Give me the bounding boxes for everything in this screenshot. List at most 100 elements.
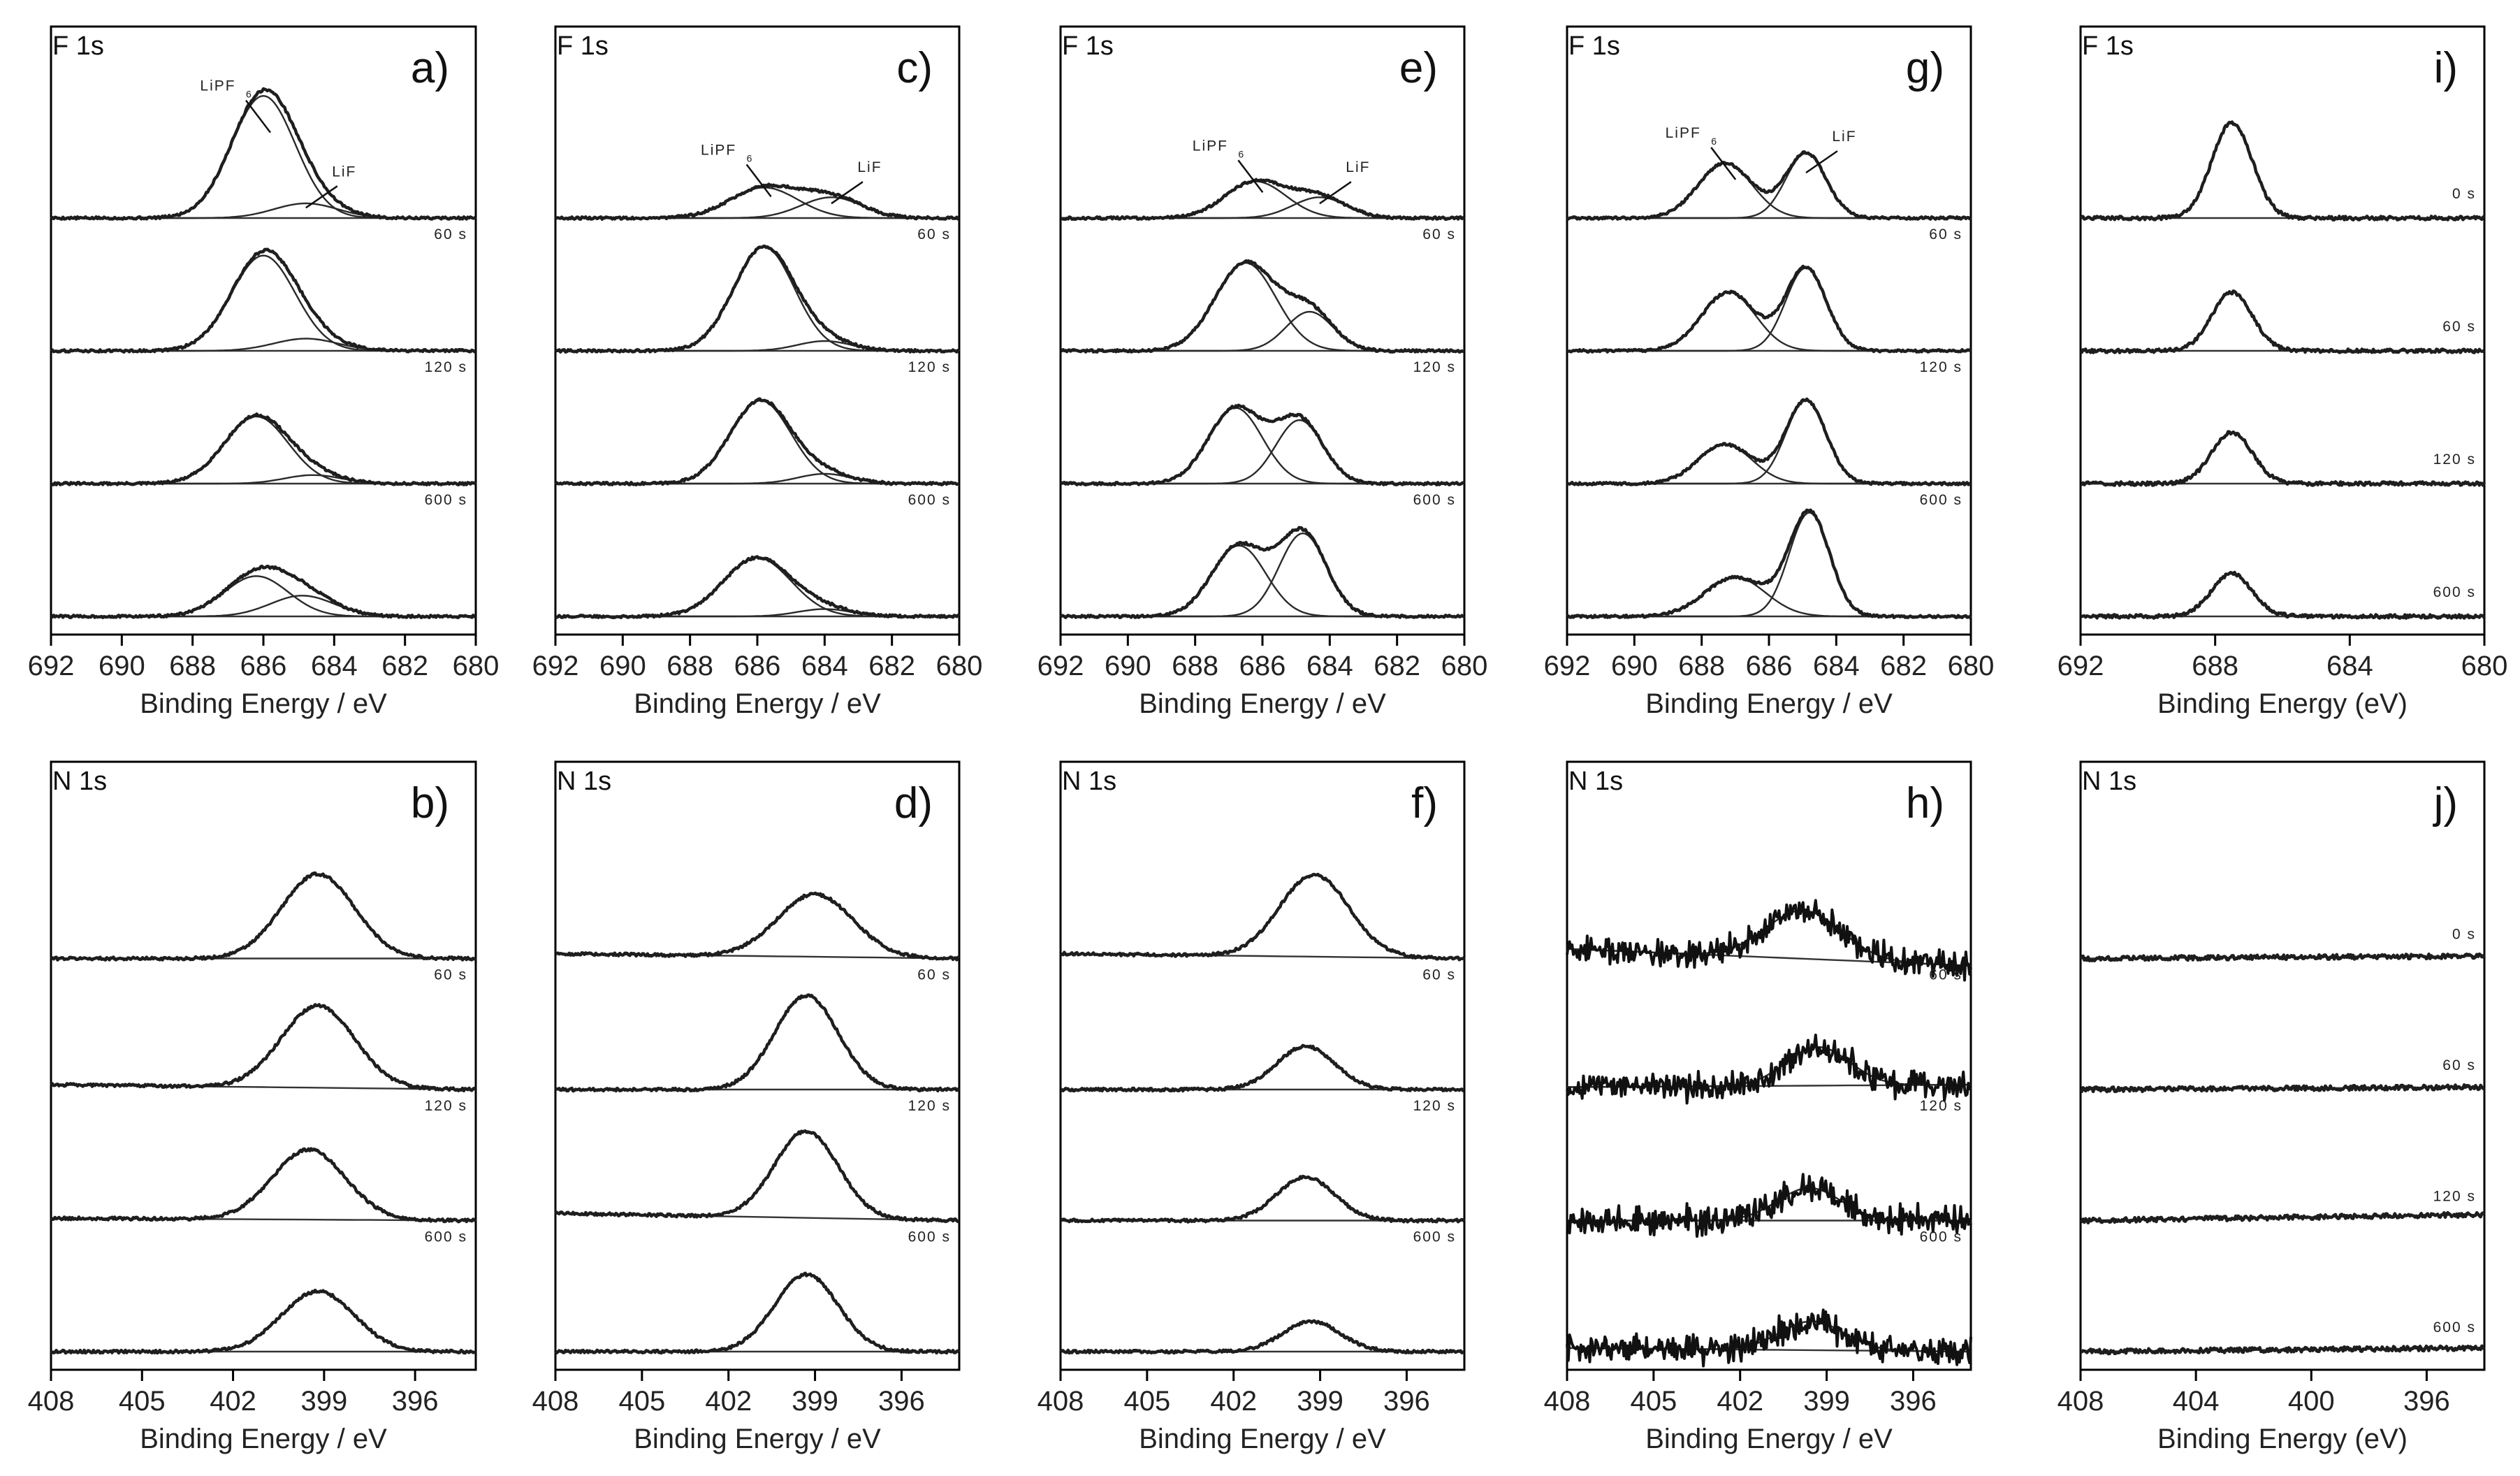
fit-envelope xyxy=(555,994,959,1091)
time-label: 120 s xyxy=(2433,1189,2476,1205)
fit-envelope xyxy=(555,245,959,352)
spectrum-line xyxy=(554,1271,961,1355)
panel-frame xyxy=(1566,760,1972,1371)
time-label: 60 s xyxy=(434,967,467,983)
fit-envelope xyxy=(1061,528,1464,618)
panel-letter: c) xyxy=(896,44,933,92)
panel-letter: j) xyxy=(2433,779,2458,827)
x-tick-label: 405 xyxy=(1630,1386,1677,1417)
x-axis-label: Binding Energy / eV xyxy=(1139,688,1386,719)
fit-envelope xyxy=(555,1130,959,1222)
spectrum-line xyxy=(50,87,477,221)
spectrum-line xyxy=(1059,403,1466,486)
panel-letter: a) xyxy=(411,44,449,92)
peak-label: LiF xyxy=(1832,129,1856,145)
peak-label-subscript: 6 xyxy=(747,152,752,164)
time-label: 600 s xyxy=(1413,492,1456,508)
spectrum-line xyxy=(50,871,477,962)
spectrum-line xyxy=(2079,1210,2486,1225)
spectrum-line xyxy=(1566,508,1972,619)
peak-label: LiF xyxy=(1346,159,1370,175)
x-tick-label: 405 xyxy=(1123,1386,1170,1417)
time-label: 60 s xyxy=(1929,226,1962,243)
time-label: 600 s xyxy=(908,1229,951,1245)
peak-arrow xyxy=(1237,159,1264,194)
x-axis-label: Binding Energy (eV) xyxy=(2157,688,2408,719)
fit-envelope xyxy=(555,556,959,618)
region-label: N 1s xyxy=(1568,767,1623,796)
x-tick-label: 399 xyxy=(1297,1386,1343,1417)
panel-a: 692 690 688 686 684 682 680 Binding Energy / eV… xyxy=(28,25,500,719)
component-peak xyxy=(1061,544,1464,618)
component-peak xyxy=(1567,399,1971,485)
x-tick-label: 684 xyxy=(801,651,848,681)
component-peak xyxy=(1567,443,1971,485)
time-label: 60 s xyxy=(917,226,951,243)
fit-envelope xyxy=(555,399,959,485)
spectrum-line xyxy=(1566,1034,1972,1105)
panel-letter: e) xyxy=(1399,44,1438,92)
panel-frame xyxy=(554,25,961,636)
x-tick-label: 400 xyxy=(2288,1386,2335,1417)
fit-envelope xyxy=(51,566,476,618)
region-label: F 1s xyxy=(1062,31,1114,61)
time-label: 600 s xyxy=(2433,1319,2476,1336)
x-tick-label: 684 xyxy=(311,651,358,681)
x-tick-label: 686 xyxy=(734,651,781,681)
fit-envelope xyxy=(1061,1176,1464,1222)
time-label: 60 s xyxy=(1422,226,1456,243)
spectrum-line xyxy=(1566,1308,1972,1368)
peak-label-subscript: 6 xyxy=(1238,148,1244,159)
x-tick-label: 688 xyxy=(1678,651,1725,681)
x-tick-label: 408 xyxy=(28,1386,75,1417)
x-tick-label: 688 xyxy=(1172,651,1218,681)
time-label: 120 s xyxy=(1920,359,1962,375)
fit-envelope xyxy=(1061,874,1464,960)
panel-letter: g) xyxy=(1906,44,1944,92)
time-label: 600 s xyxy=(2433,584,2476,600)
spectrum-line xyxy=(1060,1174,1466,1224)
x-tick-label: 690 xyxy=(1611,651,1658,681)
panel-frame xyxy=(2079,760,2486,1371)
panel-c: 692 690 688 686 684 682 680 Binding Energy / eV… xyxy=(532,25,982,719)
panel-d: 408 405 402 399 396 Binding Energy / eV N 1s d)… xyxy=(532,760,961,1454)
spectrum-line xyxy=(1566,264,1972,354)
region-label: N 1s xyxy=(1062,767,1116,796)
x-tick-label: 399 xyxy=(792,1386,838,1417)
fit-envelope xyxy=(51,873,476,960)
fit-envelope xyxy=(555,184,959,219)
time-label: 60 s xyxy=(1422,967,1456,983)
component-peak xyxy=(1061,532,1464,618)
x-tick-label: 405 xyxy=(119,1386,166,1417)
fit-envelope xyxy=(51,1004,476,1091)
spectrum-line xyxy=(2079,1083,2486,1094)
spectrum-line xyxy=(1566,150,1972,221)
spectrum-line xyxy=(2079,952,2486,963)
x-tick-label: 680 xyxy=(453,651,500,681)
fit-envelope xyxy=(555,1273,959,1353)
spectrum-line xyxy=(50,1147,477,1224)
time-label: 0 s xyxy=(2452,186,2476,202)
x-tick-label: 396 xyxy=(1383,1386,1430,1417)
component-peak xyxy=(555,187,959,219)
panel-frame xyxy=(2079,25,2486,636)
spectrum-line xyxy=(554,1129,960,1224)
spectrum-line xyxy=(1059,1319,1465,1355)
peak-arrow xyxy=(1319,181,1352,205)
fit-envelope xyxy=(1061,1320,1464,1353)
region-label: N 1s xyxy=(557,767,611,796)
fit-envelope xyxy=(2081,431,2484,485)
x-tick-label: 402 xyxy=(705,1386,752,1417)
panel-letter: b) xyxy=(411,779,449,827)
x-tick-label: 688 xyxy=(667,651,713,681)
x-tick-label: 408 xyxy=(532,1386,579,1417)
x-axis-label: Binding Energy / eV xyxy=(1139,1424,1386,1454)
x-tick-label: 690 xyxy=(599,651,646,681)
component-peak xyxy=(555,399,959,485)
spectrum-line xyxy=(554,993,961,1093)
fit-envelope xyxy=(1061,1045,1464,1091)
spectrum-line xyxy=(1060,1043,1465,1093)
x-tick-label: 692 xyxy=(28,651,75,681)
fit-envelope xyxy=(51,249,476,352)
